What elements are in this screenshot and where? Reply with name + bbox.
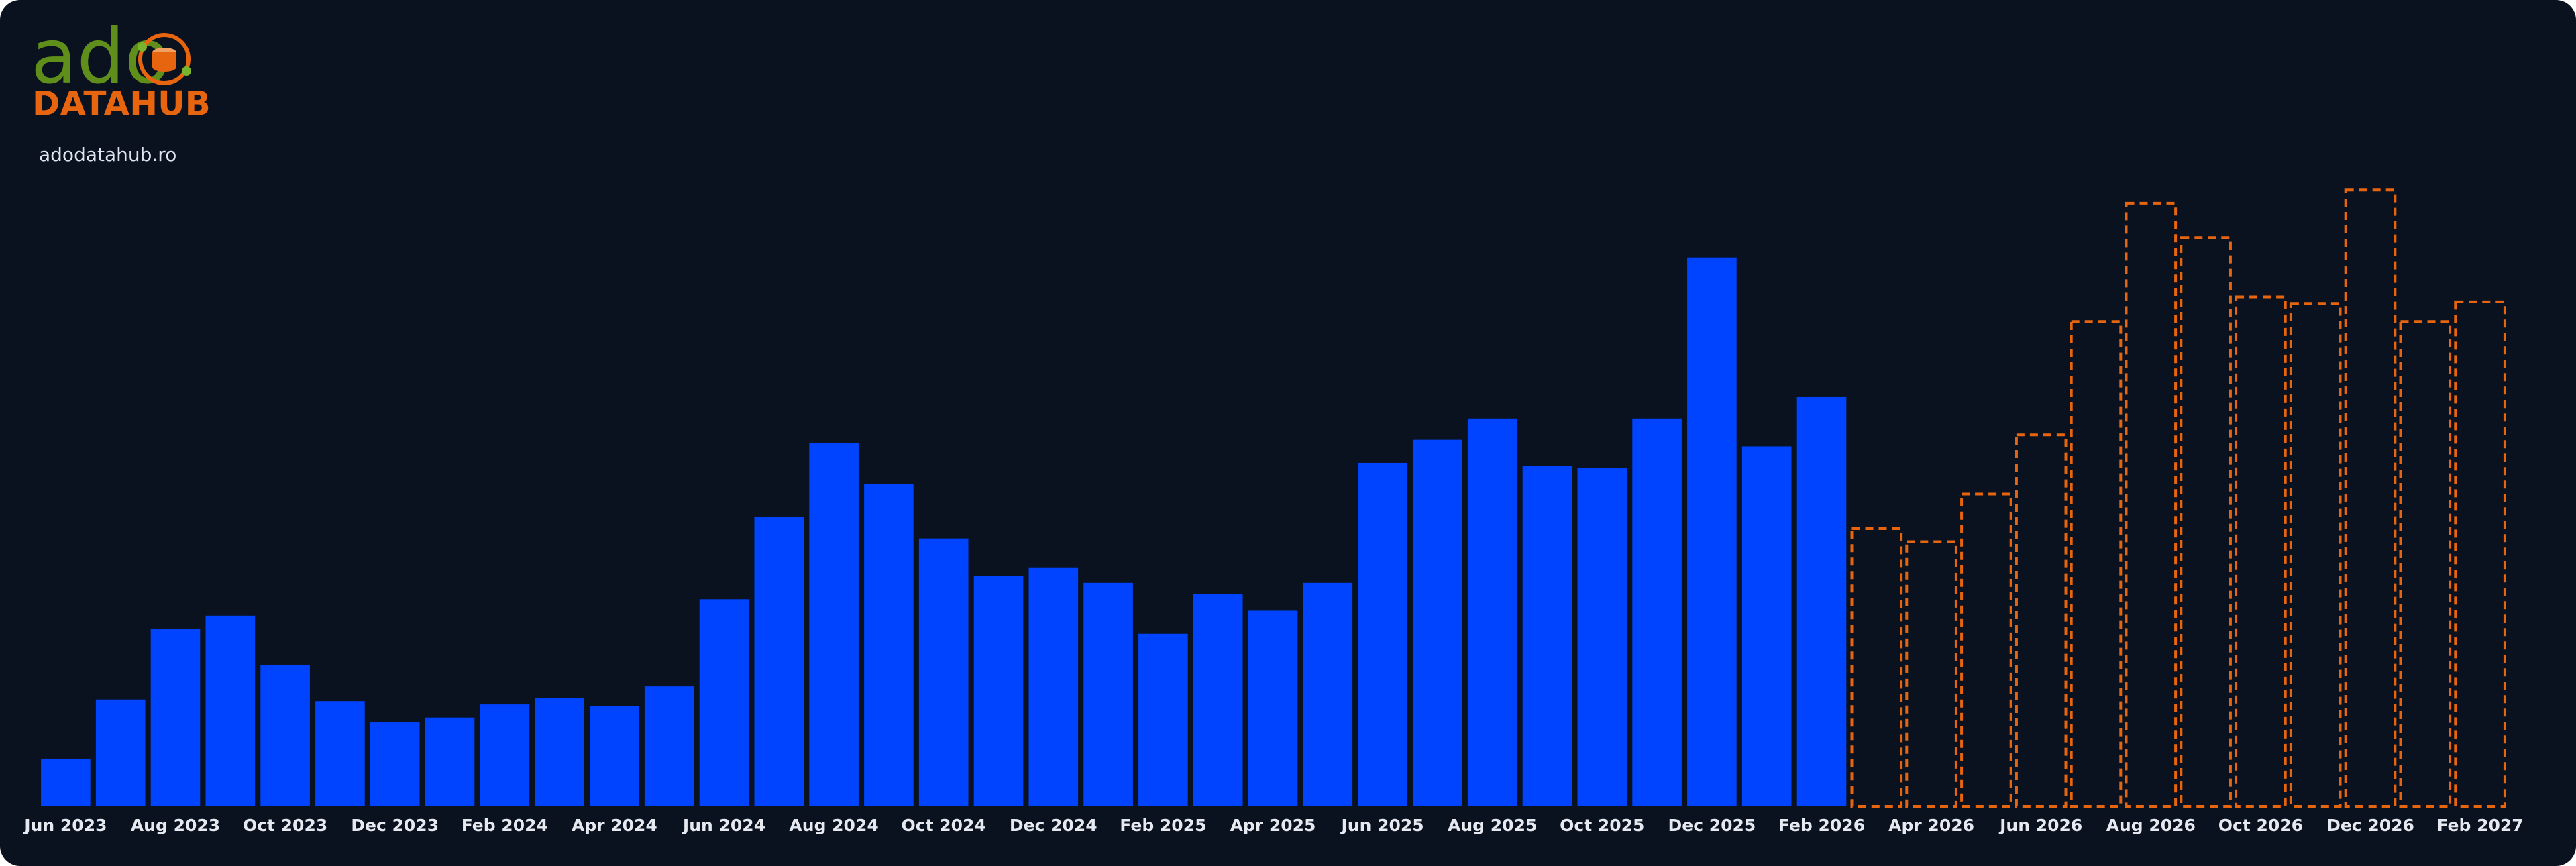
- x-tick-label: Oct 2024: [902, 816, 986, 835]
- x-tick-label: Oct 2023: [243, 816, 327, 835]
- x-tick-label: Feb 2027: [2436, 816, 2523, 835]
- forecast-bar: [2125, 201, 2178, 808]
- forecast-bar: [2289, 302, 2342, 808]
- bar: [260, 665, 310, 806]
- bar: [1083, 582, 1133, 806]
- x-tick-label: Jun 2023: [23, 816, 107, 835]
- bar: [809, 443, 859, 806]
- bar: [95, 699, 146, 806]
- bar: [370, 722, 420, 806]
- forecast-bar: [1850, 527, 1903, 808]
- x-tick-label: Jun 2024: [682, 816, 765, 835]
- bar: [1413, 439, 1462, 806]
- bar: [41, 758, 91, 806]
- bar: [1028, 567, 1079, 806]
- bar: [425, 717, 475, 806]
- bar: [1632, 418, 1682, 806]
- x-tick-label: Apr 2024: [572, 816, 657, 835]
- bar: [973, 576, 1024, 806]
- x-tick-label: Jun 2026: [1998, 816, 2082, 835]
- bar: [1741, 446, 1792, 806]
- x-tick-label: Aug 2024: [789, 816, 878, 835]
- x-tick-label: Oct 2025: [1560, 816, 1644, 835]
- bar: [1358, 462, 1407, 806]
- bar: [590, 706, 639, 806]
- forecast-bar: [1905, 540, 1957, 808]
- bar: [1248, 610, 1298, 806]
- forecast-bar: [2235, 295, 2287, 808]
- x-tick-label: Dec 2024: [1010, 816, 1097, 835]
- logo-main: ado: [31, 13, 170, 101]
- bar: [754, 517, 804, 806]
- x-tick-label: Feb 2025: [1120, 816, 1206, 835]
- bar: [699, 599, 749, 806]
- bar: [644, 686, 694, 806]
- x-tick-label: Dec 2023: [351, 816, 439, 835]
- bar: [1303, 582, 1353, 806]
- bar: [1467, 418, 1517, 806]
- forecast-bar: [2454, 300, 2506, 808]
- forecast-bar: [2015, 433, 2068, 808]
- x-tick-label: Jun 2025: [1340, 816, 1424, 835]
- logo-sub: DATAHUB: [32, 85, 211, 123]
- bar: [480, 704, 530, 806]
- bar: [1687, 257, 1737, 806]
- logo-icon: [138, 33, 191, 85]
- x-tick-label: Aug 2023: [131, 816, 220, 835]
- bar: [150, 629, 201, 806]
- x-tick-label: Apr 2025: [1230, 816, 1316, 835]
- x-tick-label: Dec 2025: [1668, 816, 1756, 835]
- bar: [1522, 466, 1572, 806]
- x-tick-label: Dec 2026: [2326, 816, 2414, 835]
- x-tick-label: Aug 2026: [2106, 816, 2196, 835]
- bar: [1138, 633, 1188, 806]
- forecast-bar: [2344, 188, 2397, 808]
- x-tick-label: Aug 2025: [1448, 816, 1537, 835]
- forecast-bar: [1960, 492, 2012, 808]
- bar: [1193, 594, 1243, 806]
- bar: [864, 484, 914, 806]
- forecast-bar: [2070, 320, 2123, 808]
- bar: [1577, 468, 1627, 806]
- x-tick-label: Feb 2026: [1778, 816, 1865, 835]
- bar: [315, 701, 365, 806]
- bar: [535, 698, 584, 806]
- x-tick-label: Apr 2026: [1888, 816, 1974, 835]
- x-tick-label: Oct 2026: [2218, 816, 2303, 835]
- x-tick-label: Feb 2024: [462, 816, 548, 835]
- bar: [205, 615, 256, 806]
- site-url: adodatahub.ro: [39, 144, 176, 166]
- bar: [918, 538, 969, 806]
- bar: [1796, 396, 1847, 806]
- forecast-bar: [2399, 320, 2452, 808]
